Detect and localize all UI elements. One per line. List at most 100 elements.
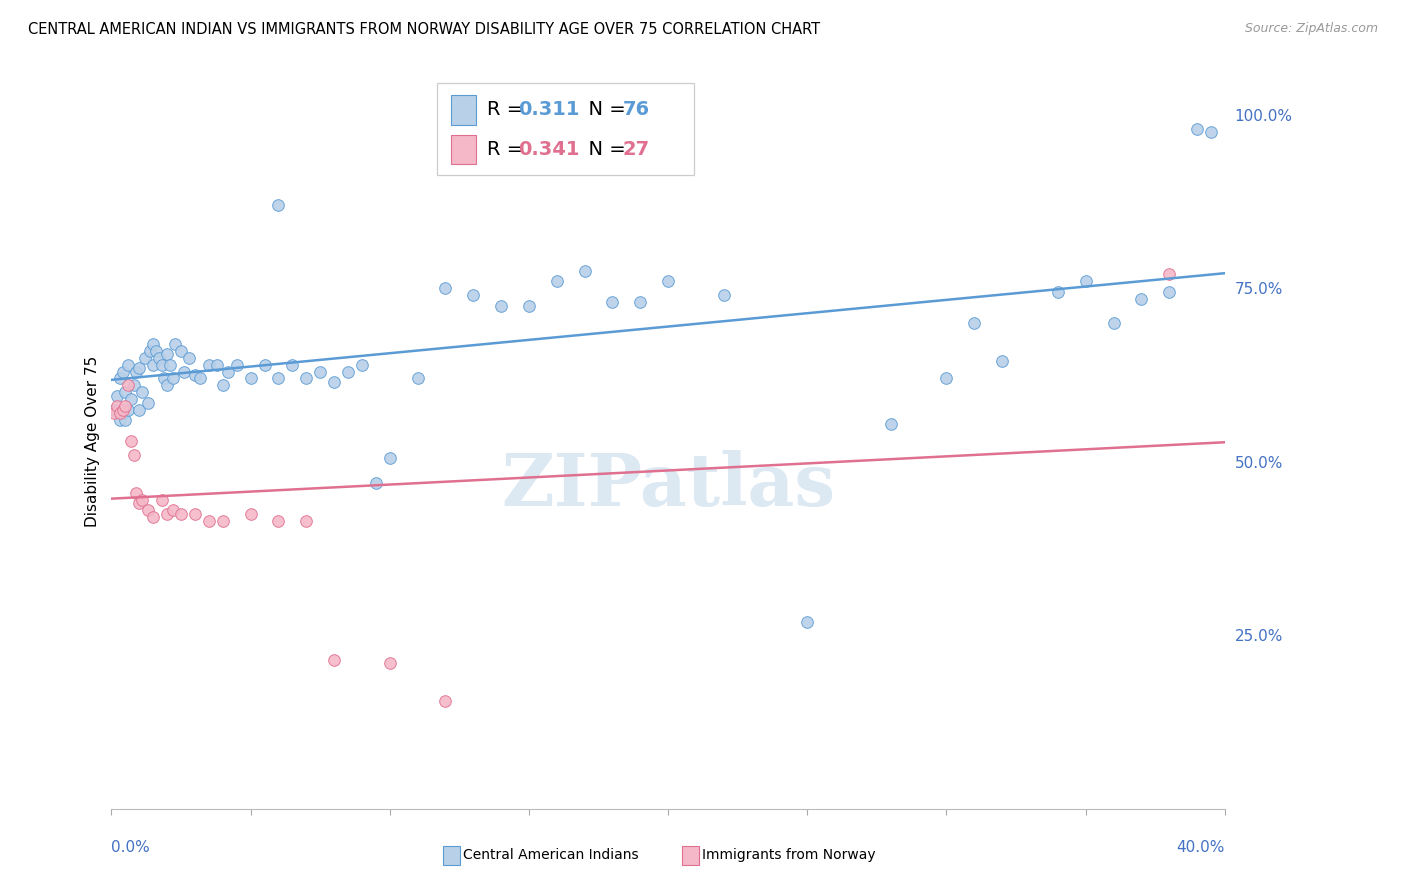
Point — [434, 118, 457, 132]
Point — [153, 371, 176, 385]
Point — [239, 507, 262, 521]
Point — [434, 281, 457, 295]
Text: 40.0%: 40.0% — [1177, 840, 1225, 855]
Point — [211, 378, 233, 392]
Point — [517, 299, 540, 313]
FancyBboxPatch shape — [451, 135, 475, 164]
Point — [103, 406, 125, 420]
Point — [162, 371, 184, 385]
Text: R =: R = — [486, 140, 529, 160]
Point — [114, 399, 136, 413]
Point — [156, 507, 179, 521]
Text: N =: N = — [575, 140, 631, 160]
Point — [267, 371, 290, 385]
Point — [128, 402, 150, 417]
Point — [463, 288, 485, 302]
Point — [145, 343, 167, 358]
Point — [880, 417, 903, 431]
Point — [1185, 121, 1208, 136]
Point — [378, 656, 401, 670]
Point — [125, 486, 148, 500]
Point — [267, 514, 290, 528]
Point — [295, 371, 318, 385]
Point — [165, 336, 187, 351]
Point — [364, 475, 387, 490]
Text: Source: ZipAtlas.com: Source: ZipAtlas.com — [1244, 22, 1378, 36]
Point — [267, 198, 290, 212]
Y-axis label: Disability Age Over 75: Disability Age Over 75 — [86, 355, 100, 526]
Point — [198, 514, 221, 528]
Point — [179, 351, 201, 365]
Point — [253, 358, 276, 372]
Point — [489, 299, 512, 313]
Point — [963, 316, 986, 330]
Point — [1130, 292, 1153, 306]
FancyBboxPatch shape — [451, 95, 475, 125]
Point — [122, 378, 145, 392]
Point — [211, 514, 233, 528]
Point — [574, 264, 596, 278]
Point — [323, 375, 346, 389]
Point — [602, 295, 624, 310]
Point — [105, 399, 128, 413]
Point — [350, 358, 373, 372]
Point — [205, 358, 228, 372]
Point — [546, 274, 568, 288]
Text: CENTRAL AMERICAN INDIAN VS IMMIGRANTS FROM NORWAY DISABILITY AGE OVER 75 CORRELA: CENTRAL AMERICAN INDIAN VS IMMIGRANTS FR… — [28, 22, 820, 37]
Point — [134, 351, 156, 365]
Point — [239, 371, 262, 385]
Point — [122, 448, 145, 462]
Point — [125, 365, 148, 379]
Point — [111, 402, 134, 417]
Point — [136, 503, 159, 517]
Point — [713, 288, 735, 302]
Point — [162, 503, 184, 517]
Point — [114, 413, 136, 427]
Point — [434, 694, 457, 708]
Point — [142, 336, 165, 351]
Point — [136, 396, 159, 410]
Point — [295, 514, 318, 528]
Point — [184, 368, 207, 382]
Point — [337, 365, 360, 379]
Text: 0.311: 0.311 — [517, 100, 579, 120]
Text: ZIPatlas: ZIPatlas — [501, 450, 835, 521]
Point — [117, 358, 139, 372]
Point — [148, 351, 170, 365]
Text: Immigrants from Norway: Immigrants from Norway — [702, 848, 876, 863]
Point — [935, 371, 957, 385]
Point — [156, 347, 179, 361]
Point — [796, 615, 818, 629]
Point — [114, 385, 136, 400]
Point — [378, 451, 401, 466]
Point — [105, 389, 128, 403]
Point — [108, 371, 131, 385]
Point — [991, 354, 1014, 368]
Point — [117, 402, 139, 417]
Point — [323, 653, 346, 667]
Point — [120, 392, 142, 407]
Text: 0.0%: 0.0% — [111, 840, 150, 855]
Point — [159, 358, 181, 372]
Point — [108, 413, 131, 427]
Point — [309, 365, 332, 379]
Point — [190, 371, 212, 385]
Point — [131, 493, 153, 508]
Point — [120, 434, 142, 448]
Point — [150, 493, 173, 508]
Point — [184, 507, 207, 521]
FancyBboxPatch shape — [436, 83, 693, 175]
Point — [173, 365, 195, 379]
Point — [281, 358, 304, 372]
Point — [198, 358, 221, 372]
Point — [142, 358, 165, 372]
Point — [111, 365, 134, 379]
Point — [1074, 274, 1097, 288]
Point — [103, 402, 125, 417]
Point — [142, 510, 165, 524]
Text: 0.341: 0.341 — [517, 140, 579, 160]
Point — [406, 371, 429, 385]
Point — [657, 274, 679, 288]
Point — [139, 343, 162, 358]
Text: N =: N = — [575, 100, 631, 120]
